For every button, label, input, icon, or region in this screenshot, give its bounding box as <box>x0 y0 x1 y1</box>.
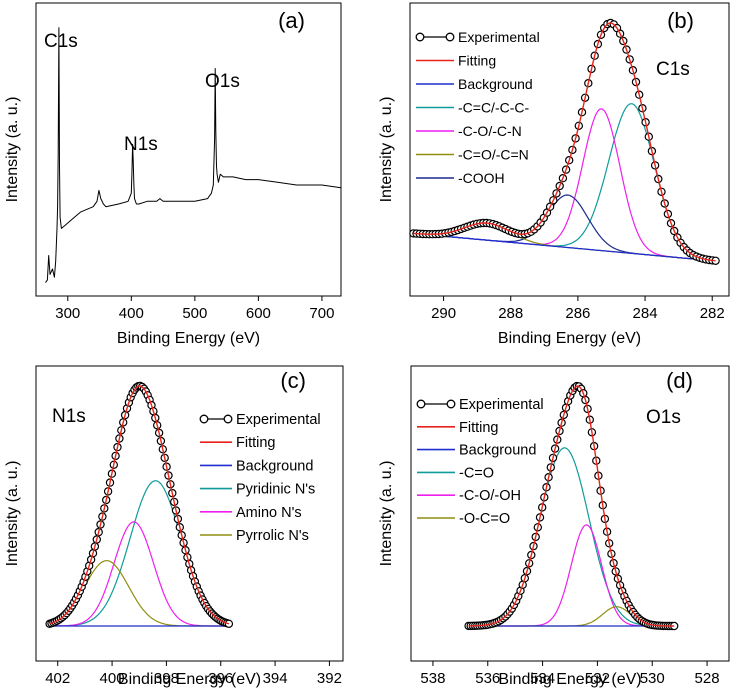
x-tick-label: 400 <box>100 670 125 687</box>
legend-label: Pyridinic N's <box>236 482 315 498</box>
legend-label: Fitting <box>458 53 496 69</box>
legend-label: Experimental <box>236 412 321 428</box>
panel-a: 300 400 500 600 700 Binding Energy (eV) Intens… <box>4 2 342 347</box>
x-tick-label: 700 <box>309 305 334 322</box>
plot-frame <box>409 2 730 297</box>
x-tick-label: 300 <box>55 305 80 322</box>
legend: Experimental Fitting Background -C=C/-C-C- -… <box>415 29 540 186</box>
legend-label: Fitting <box>236 435 276 451</box>
legend: Experimental Fitting Background -C=O -C-O/-O… <box>416 397 544 527</box>
legend-label: Background <box>458 76 533 92</box>
legend-marker <box>416 399 426 409</box>
legend-marker <box>446 399 456 409</box>
legend-label: -C=O/-C=N <box>458 147 529 163</box>
x-tick-label: 400 <box>119 305 144 322</box>
component-c-o-oh-line <box>468 524 675 627</box>
panel-label: (b) <box>667 8 694 33</box>
x-tick-label: 600 <box>246 305 271 322</box>
component-amino-n-s-line <box>49 521 229 627</box>
panel-label: (a) <box>278 8 305 33</box>
x-axis-label: Binding Energy (eV) <box>498 330 641 347</box>
component-c-o-line <box>468 447 675 627</box>
legend-label: Experimental <box>459 397 544 413</box>
x-tick-label: 394 <box>263 670 288 687</box>
peak-annotation: C1s <box>44 31 78 52</box>
core-level-label: O1s <box>646 407 681 428</box>
x-tick-label: 290 <box>431 305 456 322</box>
legend-label: -C=C/-C-C- <box>458 100 529 116</box>
legend-label: Amino N's <box>236 505 302 521</box>
plot-frame <box>35 2 342 297</box>
legend-marker <box>415 32 425 42</box>
x-tick-label: 398 <box>154 670 179 687</box>
legend-marker <box>445 32 455 42</box>
x-tick-label: 530 <box>640 670 665 687</box>
panel-d: 538 536 534 532 530 528 Binding Energy (eV) Int… <box>378 365 730 688</box>
y-axis-label: Intensity (a. u.) <box>4 97 21 203</box>
plot-frame <box>410 365 730 662</box>
fitting-line <box>413 22 716 262</box>
x-tick-label: 396 <box>208 670 233 687</box>
legend-label: Pyrrolic N's <box>236 528 309 544</box>
x-tick-label: 392 <box>317 670 342 687</box>
panel-c: 402 400 398 396 394 392 Binding Energy (eV) Int… <box>4 365 344 688</box>
legend-label: -COOH <box>458 170 505 186</box>
legend-label: -C-O/-C-N <box>458 123 522 139</box>
legend-label: Background <box>459 443 536 459</box>
experimental-point <box>224 619 234 629</box>
plot-frame <box>35 365 344 662</box>
panel-label: (c) <box>280 368 306 393</box>
y-axis-label: Intensity (a. u.) <box>378 97 395 203</box>
x-tick-label: 538 <box>420 670 445 687</box>
y-axis-label: Intensity (a. u.) <box>4 461 21 567</box>
core-level-label: N1s <box>52 406 86 427</box>
legend-label: -O-C=O <box>459 511 510 527</box>
legend-label: Background <box>236 458 313 474</box>
x-axis-label: Binding Energy (eV) <box>118 671 261 688</box>
x-tick-label: 284 <box>633 305 658 322</box>
peak-annotation: O1s <box>205 71 240 92</box>
core-level-label: C1s <box>656 59 690 80</box>
peak-annotation: N1s <box>124 134 158 155</box>
fitting-line <box>468 385 675 627</box>
legend-label: -C-O/-OH <box>459 488 521 504</box>
x-tick-label: 536 <box>475 670 500 687</box>
x-tick-label: 282 <box>700 305 725 322</box>
x-tick-label: 528 <box>695 670 720 687</box>
legend-label: -C=O <box>459 465 494 481</box>
legend-label: Fitting <box>459 420 499 436</box>
fitting-line <box>49 385 230 625</box>
survey-spectrum-line <box>45 27 342 283</box>
legend-marker <box>199 414 209 424</box>
x-tick-label: 500 <box>182 305 207 322</box>
y-axis-label: Intensity (a. u.) <box>378 461 395 567</box>
panel-label: (d) <box>666 368 693 393</box>
x-tick-label: 532 <box>585 670 610 687</box>
panel-b: 290 288 286 284 282 Binding Energy (eV) Intens… <box>378 2 730 347</box>
legend-label: Experimental <box>458 29 540 45</box>
x-axis-label: Binding Energy (eV) <box>498 671 641 688</box>
x-axis-label: Binding Energy (eV) <box>117 330 260 347</box>
legend: Experimental Fitting Background Pyridinic N… <box>199 412 321 544</box>
x-tick-label: 534 <box>530 670 555 687</box>
background-line <box>413 232 716 262</box>
x-tick-label: 286 <box>565 305 590 322</box>
experimental-markers <box>464 381 679 631</box>
legend-marker <box>223 414 233 424</box>
x-tick-label: 288 <box>498 305 523 322</box>
x-tick-label: 402 <box>45 670 70 687</box>
